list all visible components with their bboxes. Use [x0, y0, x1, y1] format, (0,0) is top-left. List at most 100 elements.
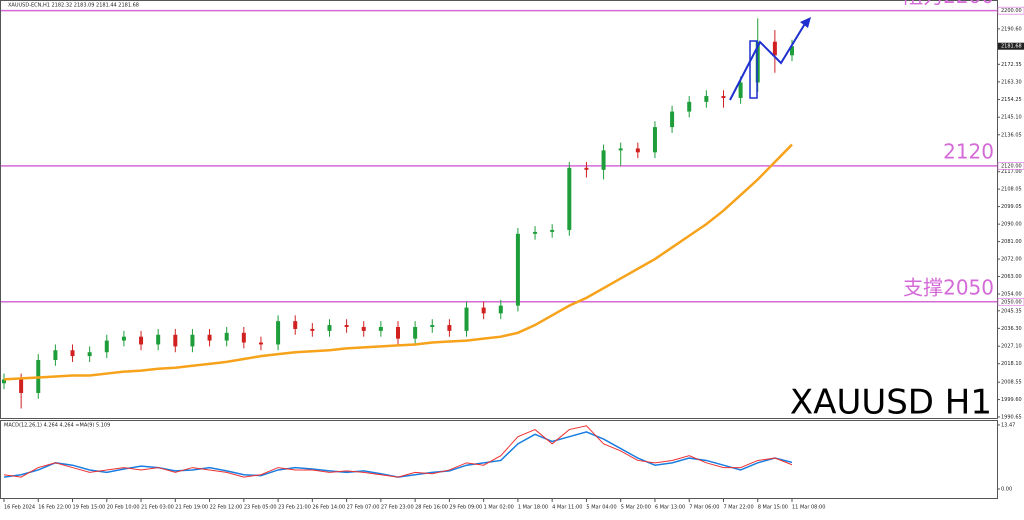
level-axis-label: 2200.00: [1001, 8, 1022, 14]
arrow-head: [800, 17, 811, 28]
candle-body: [601, 150, 606, 170]
candle-body: [327, 325, 332, 331]
candle-body: [738, 82, 743, 98]
x-tick-label: 1 Mar 02:00: [484, 505, 514, 511]
y-tick-label: 2018.10: [1001, 361, 1022, 367]
y-tick-label: 2090.00: [1001, 222, 1022, 228]
candle-body: [721, 96, 726, 98]
candle-body: [447, 325, 452, 331]
candle-body: [207, 334, 212, 341]
candle-body: [618, 148, 623, 151]
candle-body: [310, 328, 315, 331]
y-tick-label: 2172.35: [1001, 62, 1022, 68]
x-tick-label: 4 Mar 11:00: [552, 505, 582, 511]
axis-highlight: [997, 6, 1024, 15]
candle-body: [550, 229, 555, 232]
candle-body: [635, 148, 640, 153]
level-axis-label: 2050.00: [1001, 299, 1022, 305]
candle-body: [344, 325, 349, 327]
x-tick-label: 19 Feb 15:00: [73, 505, 106, 511]
y-tick-label: 2163.30: [1001, 79, 1022, 85]
moving-average: [3, 143, 793, 381]
y-tick-label: 13.47: [1001, 422, 1015, 428]
candle-body: [481, 307, 486, 314]
candle-body: [515, 233, 520, 306]
candle-body: [498, 305, 503, 314]
candle-body: [790, 46, 794, 56]
x-tick-label: 7 Mar 22:00: [723, 505, 753, 511]
candle-body: [190, 334, 195, 347]
candle-body: [121, 336, 126, 341]
candle-body: [670, 111, 675, 128]
annotation-arrow: [729, 21, 807, 101]
watermark: XAUUSD H1: [790, 383, 992, 423]
candle-body: [139, 336, 144, 345]
candle-body: [652, 127, 657, 153]
y-tick-label: 2027.10: [1001, 344, 1022, 350]
x-tick-label: 5 Mar 04:00: [586, 505, 616, 511]
candle-body: [241, 332, 246, 343]
y-tick-label: 1990.65: [1001, 414, 1022, 420]
level-label: 支撑2050: [903, 275, 994, 299]
x-tick-label: 27 Feb 07:00: [347, 505, 380, 511]
candle-body: [156, 334, 161, 345]
level-label: 2120: [943, 139, 994, 163]
y-tick-label: 2117.00: [1001, 169, 1022, 175]
y-tick-label: 2008.55: [1001, 380, 1022, 386]
x-tick-label: 28 Feb 16:00: [415, 505, 448, 511]
candle-body: [430, 325, 435, 327]
x-tick-label: 21 Feb 03:00: [141, 505, 174, 511]
x-tick-label: 6 Mar 13:00: [655, 505, 685, 511]
candle-body: [413, 326, 418, 339]
candle-body: [173, 334, 178, 347]
candle-body: [772, 41, 777, 56]
x-tick-label: 11 Mar 08:00: [792, 505, 825, 511]
x-tick-label: 26 Feb 14:00: [312, 505, 345, 511]
y-tick-label: 2136.05: [1001, 132, 1022, 138]
x-tick-label: 29 Feb 09:00: [449, 505, 482, 511]
y-tick-label: 0.00: [1001, 486, 1012, 492]
candle-body: [361, 326, 366, 331]
x-tick-label: 21 Feb 19:00: [175, 505, 208, 511]
y-tick-label: 2054.00: [1001, 291, 1022, 297]
x-tick-label: 5 Mar 20:00: [621, 505, 651, 511]
x-tick-label: 23 Feb 05:00: [244, 505, 277, 511]
annotation-box: [749, 40, 758, 99]
candle-body: [533, 231, 538, 234]
x-tick-label: 16 Feb 22:00: [38, 505, 71, 511]
main-panel: [0, 0, 998, 419]
x-tick-label: 23 Feb 21:00: [278, 505, 311, 511]
y-tick-label: 2145.10: [1001, 115, 1022, 121]
candle-body: [396, 326, 400, 339]
y-tick-label: 2108.05: [1001, 187, 1022, 193]
axis-highlight: [997, 297, 1024, 306]
candle-body: [104, 340, 109, 353]
candle-body: [2, 379, 6, 384]
candle-body: [567, 167, 572, 230]
y-tick-label: 2063.00: [1001, 274, 1022, 280]
y-tick-label: 2072.00: [1001, 257, 1022, 263]
axis-highlight: [997, 162, 1024, 170]
candle-body: [19, 379, 24, 393]
x-tick-label: 16 Feb 2024: [4, 505, 35, 511]
chart-title: XAUUSD-ECN,H1 2182.32 2183.09 2181.44 21…: [8, 3, 139, 9]
x-tick-label: 22 Feb 12:00: [210, 505, 243, 511]
candle-body: [87, 352, 92, 357]
level-label: 阻力2200: [903, 0, 994, 8]
candle-body: [258, 342, 263, 345]
y-tick-label: 2190.60: [1001, 26, 1022, 32]
candle-body: [293, 321, 298, 329]
macd-title: MACD(12,26,1) 4.264 4.264 ≈MA(9) 5.109: [4, 423, 110, 429]
x-tick-label: 7 Mar 06:00: [689, 505, 719, 511]
candle-body: [704, 96, 709, 102]
candle-body: [464, 307, 469, 331]
candle-body: [687, 101, 692, 112]
x-tick-label: 20 Feb 10:00: [107, 505, 140, 511]
price-tag: [998, 42, 1024, 50]
y-tick-label: 2045.35: [1001, 308, 1022, 314]
price-tag-label: 2181.68: [1001, 44, 1022, 50]
x-tick-label: 27 Feb 23:00: [381, 505, 414, 511]
y-tick-label: 2081.00: [1001, 239, 1022, 245]
candle-body: [53, 350, 58, 360]
